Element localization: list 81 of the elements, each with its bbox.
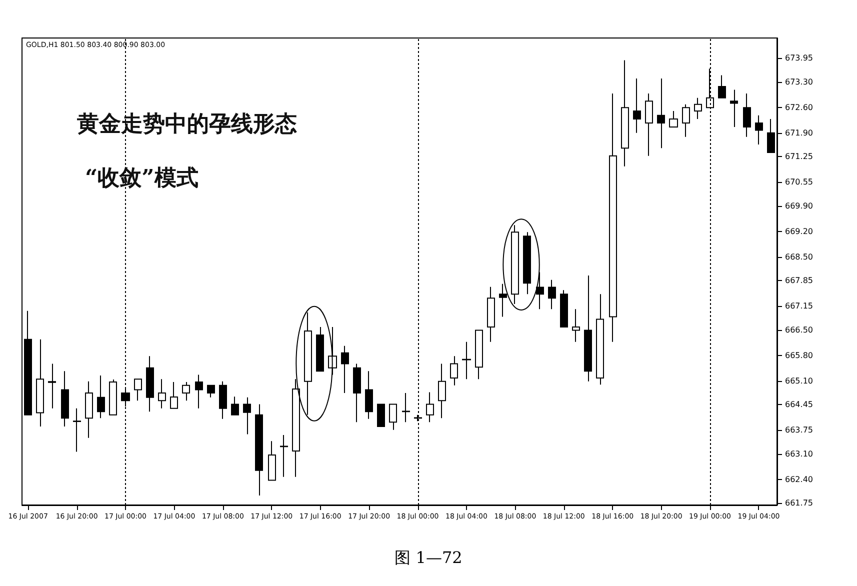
- candlestick: [231, 396, 239, 416]
- candlestick: [316, 326, 324, 372]
- y-tick-label: 662.40: [785, 474, 813, 484]
- candlestick: [682, 104, 690, 138]
- y-tick-label: 667.85: [785, 276, 813, 286]
- candlestick: [523, 232, 531, 295]
- candlestick: [134, 378, 142, 402]
- candlestick: [195, 374, 203, 409]
- candlestick: [596, 294, 604, 386]
- candlestick: [426, 392, 434, 423]
- y-tick-label: 673.95: [785, 54, 813, 63]
- candlestick: [73, 408, 81, 452]
- y-tick-label: 667.15: [785, 302, 813, 311]
- candlestick: [475, 330, 483, 380]
- candlestick: [61, 370, 69, 428]
- y-tick-label: 664.45: [785, 400, 813, 410]
- candlestick: [280, 434, 288, 478]
- candlestick: [511, 224, 519, 304]
- candlestick: [694, 97, 702, 120]
- candlestick: [243, 396, 251, 435]
- candlestick: [402, 392, 410, 423]
- candlestick: [645, 92, 653, 156]
- candlestick: [462, 341, 471, 380]
- y-tick-label: 666.50: [785, 325, 813, 334]
- candlestick: [365, 370, 373, 420]
- candlestick: [767, 118, 775, 154]
- y-tick-label: 665.10: [785, 376, 813, 386]
- y-tick-label: 670.55: [785, 178, 813, 187]
- y-tick-label: 673.30: [785, 77, 813, 86]
- candlestick: [584, 275, 592, 382]
- candlestick: [97, 374, 105, 419]
- candlestick: [669, 110, 678, 128]
- y-tick-label: 669.90: [785, 201, 813, 210]
- candlestick: [450, 356, 458, 386]
- candlestick: [328, 326, 337, 376]
- y-tick-label: 672.60: [785, 102, 813, 112]
- y-tick-label: 671.25: [785, 152, 813, 162]
- candlestick: [755, 114, 763, 146]
- candlestick: [158, 378, 166, 409]
- candlestick: [146, 356, 154, 412]
- candlestick: [207, 384, 215, 398]
- candlestick: [353, 363, 361, 423]
- candlestick: [85, 380, 93, 438]
- candlestick: [24, 310, 32, 416]
- candlestick: [572, 308, 580, 342]
- y-tick-label: 668.50: [785, 252, 813, 262]
- candlestick: [109, 378, 117, 416]
- candlestick: [304, 312, 312, 416]
- candlestick: [633, 78, 641, 134]
- y-tick-label: 665.80: [785, 350, 813, 360]
- candlestick: [48, 363, 56, 409]
- candlestick: [170, 382, 178, 409]
- caption: 图 1—72: [394, 548, 464, 569]
- candlestick: [182, 382, 190, 402]
- candlestick: [36, 338, 44, 428]
- candlestick: [743, 92, 751, 138]
- y-tick-label: 671.90: [785, 128, 813, 138]
- candlestick: [255, 404, 263, 496]
- y-tick-label: 663.75: [785, 426, 813, 435]
- candlestick: [219, 380, 227, 420]
- candlestick: [548, 279, 556, 310]
- candlestick: [730, 89, 738, 128]
- candlestick: [499, 283, 507, 318]
- candlestick: [536, 272, 544, 310]
- candlestick: [487, 286, 495, 342]
- y-tick-label: 669.20: [785, 226, 813, 236]
- candlestick: [438, 363, 446, 419]
- candlestick: [292, 378, 300, 478]
- candlestick: [389, 404, 397, 430]
- candlestick: [657, 78, 665, 149]
- y-tick-label: 663.10: [785, 449, 813, 458]
- candlestick: [609, 92, 617, 342]
- text: “收敛”模式: [85, 165, 198, 191]
- candlestick: [718, 74, 726, 98]
- candlestick: [560, 290, 568, 328]
- candlestick: [268, 440, 276, 481]
- candlestick: [621, 60, 629, 167]
- candlestick: [341, 345, 349, 394]
- candlestick: [377, 404, 385, 428]
- text: 黄金走势中的孕线形态: [76, 111, 297, 137]
- y-tick-label: 661.75: [785, 498, 813, 508]
